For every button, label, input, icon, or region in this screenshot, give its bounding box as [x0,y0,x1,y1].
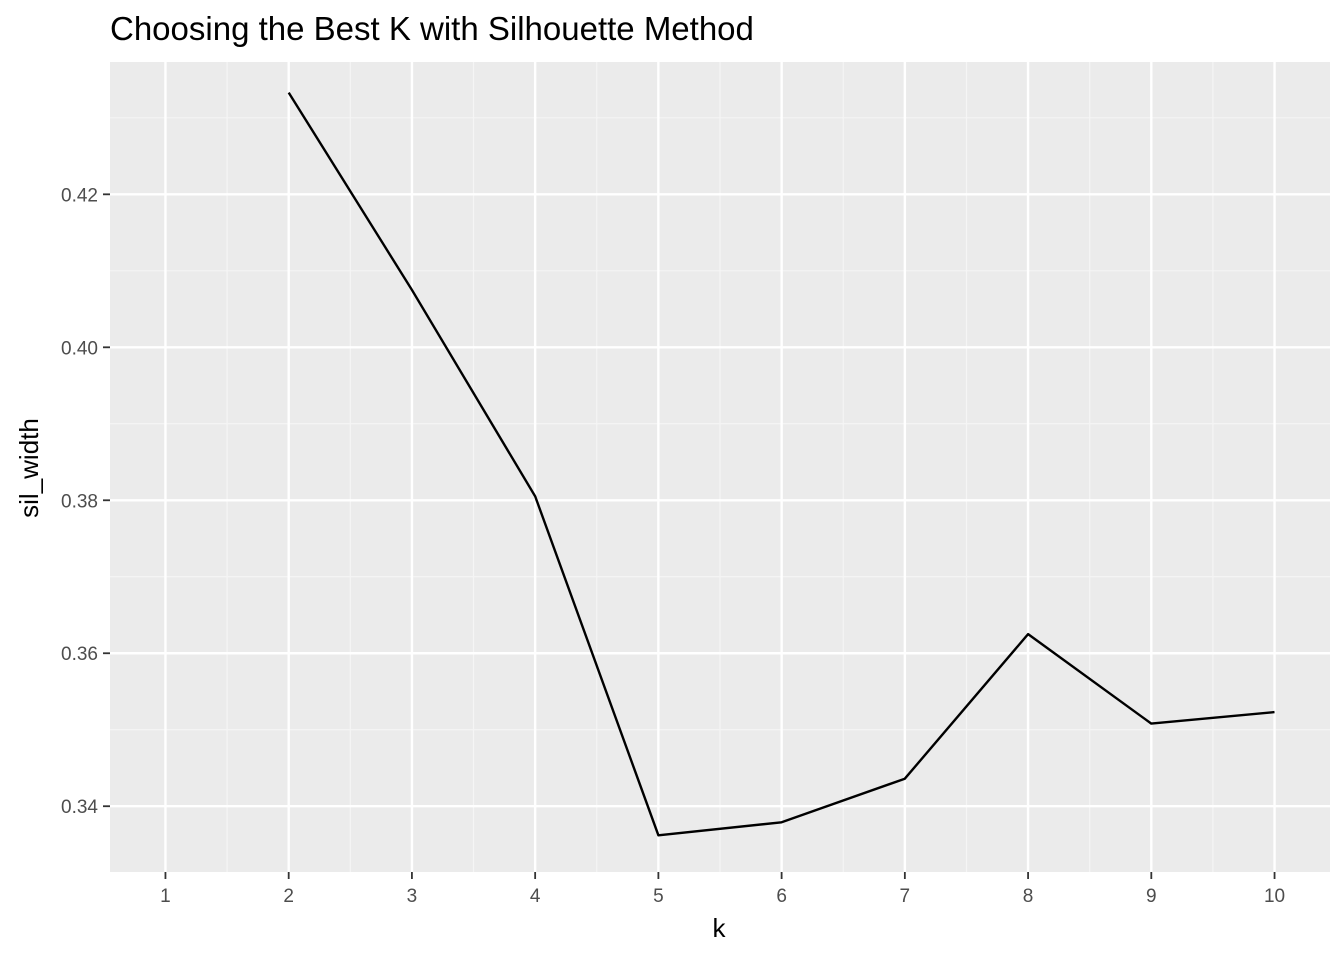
y-tick-label: 0.40 [61,338,98,359]
series-layer [287,91,1275,837]
x-tick-label: 4 [530,886,541,907]
x-tick-label: 9 [1146,886,1157,907]
y-tick-label: 0.38 [61,491,98,512]
x-tick-label: 6 [776,886,787,907]
y-axis-title: sil_width [14,418,44,518]
minor-gridlines [110,62,1330,872]
x-tick-label: 1 [160,886,171,907]
x-tick-label: 3 [407,886,418,907]
series-line [287,91,1275,837]
y-tick-label: 0.34 [61,797,98,818]
x-tick-label: 2 [283,886,294,907]
y-tick-label: 0.42 [61,185,98,206]
y-axis: 0.34 0.36 0.38 0.40 0.42 [61,185,110,818]
x-axis-title: k [713,913,727,943]
x-tick-label: 7 [900,886,911,907]
x-axis: 1 2 3 4 5 6 7 8 9 10 [160,872,1285,907]
x-tick-label: 5 [653,886,664,907]
x-tick-label: 8 [1023,886,1034,907]
y-tick-label: 0.36 [61,644,98,665]
major-gridlines [110,62,1330,872]
x-tick-label: 10 [1264,886,1285,907]
chart-title: Choosing the Best K with Silhouette Meth… [110,10,754,47]
